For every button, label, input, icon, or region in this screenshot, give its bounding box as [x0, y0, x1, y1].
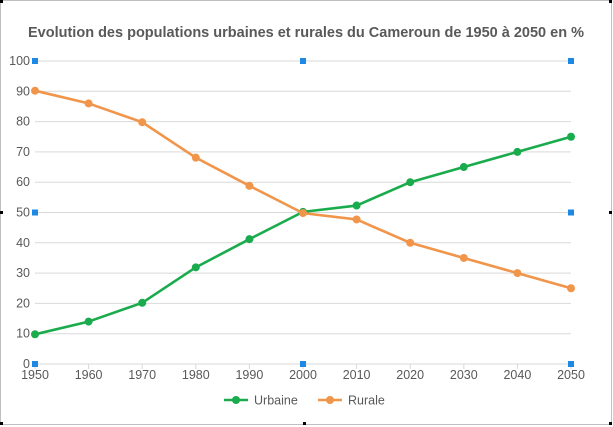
- data-point-rurale: [567, 284, 575, 293]
- frame-edge-handle[interactable]: [0, 211, 3, 214]
- x-tick-label: 2010: [343, 368, 371, 382]
- x-tick-label: 1980: [182, 368, 210, 382]
- y-tick-label: 90: [16, 84, 30, 98]
- plot-area-handle[interactable]: [568, 58, 574, 64]
- y-tick-label: 20: [16, 296, 30, 310]
- x-tick-label: 2040: [503, 368, 531, 382]
- legend-label: Urbaine: [254, 394, 298, 408]
- y-tick-label: 30: [16, 266, 30, 280]
- y-tick-label: 10: [16, 327, 30, 341]
- data-point-urbaine: [245, 235, 254, 244]
- data-point-rurale: [31, 86, 39, 95]
- plot-area-handle[interactable]: [32, 361, 38, 367]
- chart-title: Evolution des populations urbaines et ru…: [28, 25, 584, 41]
- data-point-rurale: [245, 181, 254, 190]
- y-tick-label: 50: [16, 206, 30, 220]
- y-tick-label: 40: [16, 236, 30, 250]
- frame-corner-handle[interactable]: [0, 422, 3, 425]
- legend-label: Rurale: [348, 394, 385, 408]
- legend: Urbaine Rurale: [224, 394, 385, 408]
- data-point-rurale: [352, 215, 361, 224]
- x-tick-label: 2050: [557, 368, 585, 382]
- data-point-urbaine: [406, 178, 415, 187]
- y-tick-label: 70: [16, 145, 30, 159]
- legend-swatch-marker: [326, 396, 334, 404]
- data-point-rurale: [406, 238, 415, 247]
- plot-area-selection-handles[interactable]: [32, 58, 574, 367]
- plot-area-handle[interactable]: [568, 209, 574, 216]
- frame-edge-handle[interactable]: [303, 422, 306, 425]
- data-point-urbaine: [513, 147, 522, 156]
- frame-corner-handle[interactable]: [609, 422, 612, 425]
- y-tick-label: 100: [9, 54, 30, 68]
- y-tick-label: 60: [16, 175, 30, 189]
- x-tick-label: 1950: [21, 368, 49, 382]
- y-tick-label: 0: [23, 357, 30, 371]
- data-point-urbaine: [567, 132, 575, 141]
- legend-item-rurale: Rurale: [318, 394, 385, 408]
- x-axis-ticks: 1950 1960 1970 1980 1990 2000 2010 2020 2030 2040…: [21, 364, 585, 382]
- plot-area-handle[interactable]: [32, 58, 38, 64]
- data-point-urbaine: [459, 163, 468, 172]
- legend-swatch-marker: [232, 396, 240, 404]
- plot-area-handle[interactable]: [300, 361, 306, 367]
- data-point-urbaine: [352, 201, 361, 210]
- x-tick-label: 1960: [75, 368, 103, 382]
- series-lines: [31, 86, 575, 339]
- gridlines: [35, 60, 571, 365]
- x-tick-label: 2030: [450, 368, 478, 382]
- y-axis-ticks: 0 10 20 30 40 50 60 70 80 90 100: [9, 54, 30, 371]
- data-point-urbaine: [84, 317, 93, 326]
- plot-area-handle[interactable]: [300, 58, 306, 64]
- series-rurale: [31, 86, 575, 293]
- y-tick-label: 80: [16, 115, 30, 129]
- data-point-urbaine: [31, 330, 39, 339]
- data-point-rurale: [299, 209, 307, 218]
- data-point-rurale: [138, 118, 147, 127]
- plot-area-handle[interactable]: [568, 361, 574, 367]
- plot-area-handle[interactable]: [32, 209, 38, 216]
- x-tick-label: 2020: [396, 368, 424, 382]
- x-tick-label: 1970: [128, 368, 156, 382]
- data-point-urbaine: [191, 263, 200, 272]
- x-tick-label: 2000: [289, 368, 317, 382]
- data-point-rurale: [459, 253, 468, 262]
- legend-item-urbaine: Urbaine: [224, 394, 298, 408]
- data-point-rurale: [191, 153, 200, 162]
- frame-edge-handle[interactable]: [609, 211, 612, 214]
- frame-corner-handle[interactable]: [609, 0, 612, 3]
- x-tick-label: 1990: [235, 368, 263, 382]
- frame-corner-handle[interactable]: [0, 0, 3, 3]
- data-point-urbaine: [138, 298, 147, 307]
- data-point-rurale: [84, 99, 93, 108]
- data-point-rurale: [513, 269, 522, 278]
